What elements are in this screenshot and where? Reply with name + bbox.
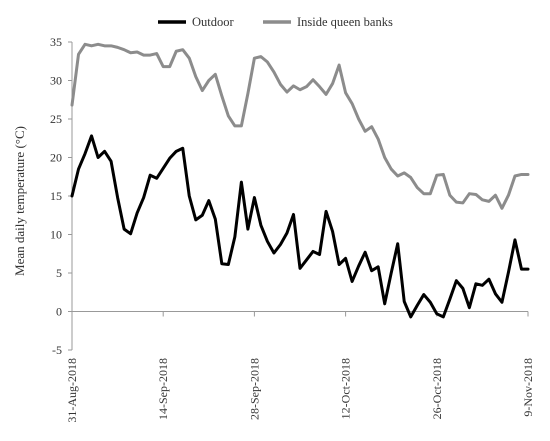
x-tick-label: 31-Aug-2018 <box>65 358 79 423</box>
series-line-outdoor <box>70 134 530 319</box>
y-tick-label: -5 <box>52 343 62 357</box>
y-tick-label: 20 <box>50 151 62 165</box>
y-tick-label: 10 <box>50 228 62 242</box>
legend-item-outdoor: Outdoor <box>158 15 235 29</box>
y-tick-label: 25 <box>50 112 62 126</box>
x-tick-label: 28-Sep-2018 <box>247 358 261 420</box>
y-tick-label: 30 <box>50 74 62 88</box>
legend-label: Inside queen banks <box>297 15 393 29</box>
y-tick-label: 0 <box>56 305 62 319</box>
series-line-inside-queen-banks <box>70 42 530 210</box>
y-tick-label: 5 <box>56 266 62 280</box>
x-axis: 31-Aug-2018 14-Sep-2018 28-Sep-2018 12-Oct-… <box>65 311 535 423</box>
legend-item-inside-queen-banks: Inside queen banks <box>263 15 393 29</box>
x-tick-label: 12-Oct-2018 <box>339 358 353 419</box>
x-tick-label: 14-Sep-2018 <box>156 358 170 420</box>
legend: Outdoor Inside queen banks <box>158 15 393 29</box>
y-tick-label: 35 <box>50 35 62 49</box>
x-tick-label: 26-Oct-2018 <box>430 358 444 419</box>
y-axis-title: Mean daily temperature (°C) <box>12 126 27 276</box>
y-tick-label: 15 <box>50 189 62 203</box>
series-layer <box>70 42 530 319</box>
legend-label: Outdoor <box>192 15 235 29</box>
y-axis: -5 0 5 10 15 20 25 30 35 <box>50 35 73 357</box>
x-tick-label: 9-Nov-2018 <box>521 358 535 417</box>
